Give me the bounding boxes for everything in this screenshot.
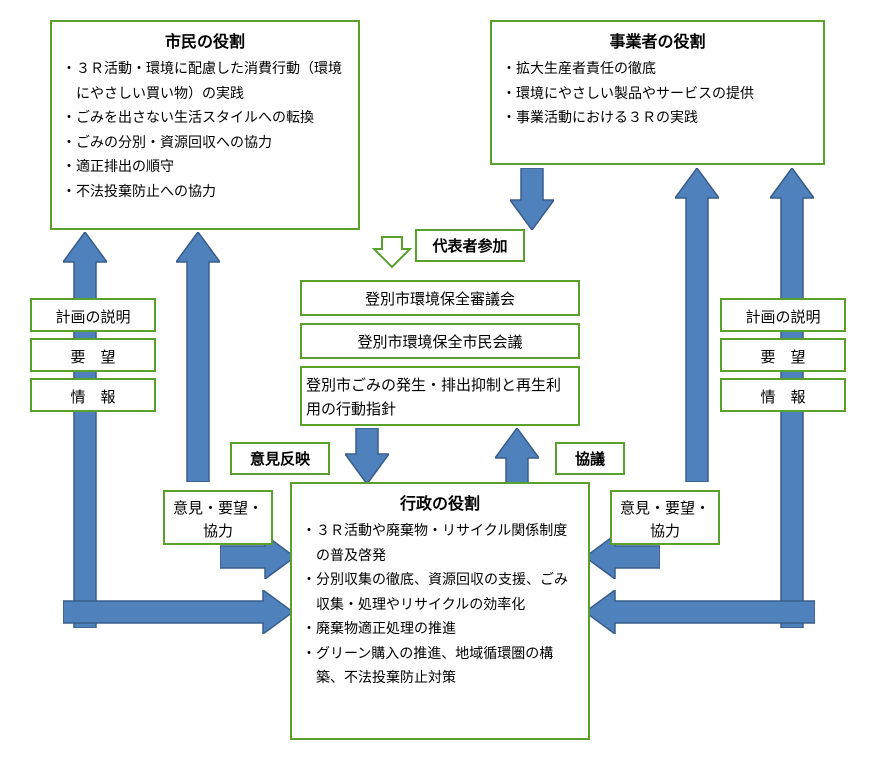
admin-item: ・３Ｒ活動や廃棄物・リサイクル関係制度の普及啓発 <box>302 518 578 567</box>
label-participate: 代表者参加 <box>415 229 525 262</box>
business-item: ・環境にやさしい製品やサービスの提供 <box>502 81 813 106</box>
opinion-right-box: 意見・要望・協力 <box>610 490 720 545</box>
citizen-item: ・ごみを出さない生活スタイルへの転換 <box>62 105 348 130</box>
center-box-3-text: 登別市ごみの発生・排出抑制と再生利用の行動指針 <box>306 377 561 418</box>
admin-item: ・廃棄物適正処理の推進 <box>302 616 578 641</box>
arrow-right-up <box>675 168 719 482</box>
left-box-plan: 計画の説明 <box>30 298 156 332</box>
citizen-item: ・３Ｒ活動・環境に配慮した消費行動（環境にやさしい買い物）の実践 <box>62 56 348 105</box>
arrow-bottom-right-to-admin <box>585 590 815 634</box>
admin-item: ・グリーン購入の推進、地域循環圏の構築、不法投棄防止対策 <box>302 641 578 690</box>
right-box-request: 要 望 <box>720 338 846 372</box>
arrow-discuss-up <box>495 428 539 484</box>
center-box-3: 登別市ごみの発生・排出抑制と再生利用の行動指針 <box>300 366 580 426</box>
citizen-item: ・ごみの分別・資源回収への協力 <box>62 130 348 155</box>
center-box-1: 登別市環境保全審議会 <box>300 280 580 316</box>
center-box-2-text: 登別市環境保全市民会議 <box>357 334 522 351</box>
citizen-item: ・適正排出の順守 <box>62 154 348 179</box>
business-box: 事業者の役割 ・拡大生産者責任の徹底 ・環境にやさしい製品やサービスの提供 ・事… <box>490 20 825 165</box>
label-discuss: 協議 <box>555 442 625 475</box>
center-box-2: 登別市環境保全市民会議 <box>300 323 580 359</box>
arrow-left-up-2 <box>176 232 220 482</box>
citizen-item: ・不法投棄防止への協力 <box>62 179 348 204</box>
arrow-reflect-down <box>345 428 389 484</box>
business-items: ・拡大生産者責任の徹底 ・環境にやさしい製品やサービスの提供 ・事業活動における… <box>502 56 813 130</box>
admin-box: 行政の役割 ・３Ｒ活動や廃棄物・リサイクル関係制度の普及啓発 ・分別収集の徹底、… <box>290 482 590 740</box>
arrow-business-down <box>510 168 554 230</box>
admin-item: ・分別収集の徹底、資源回収の支援、ごみ収集・処理やリサイクルの効率化 <box>302 567 578 616</box>
left-box-request: 要 望 <box>30 338 156 372</box>
citizen-items: ・３Ｒ活動・環境に配慮した消費行動（環境にやさしい買い物）の実践 ・ごみを出さな… <box>62 56 348 203</box>
left-box-info: 情 報 <box>30 378 156 412</box>
right-box-plan: 計画の説明 <box>720 298 846 332</box>
center-box-1-text: 登別市環境保全審議会 <box>365 291 515 308</box>
arrow-bottom-left-to-admin <box>63 590 293 634</box>
opinion-left-box: 意見・要望・協力 <box>163 490 273 545</box>
right-box-info: 情 報 <box>720 378 846 412</box>
label-reflect: 意見反映 <box>230 442 330 475</box>
arrow-participate-small <box>372 235 412 269</box>
arrow-left-up <box>63 232 107 628</box>
citizen-title: 市民の役割 <box>62 28 348 52</box>
admin-title: 行政の役割 <box>302 490 578 514</box>
business-item: ・事業活動における３Ｒの実践 <box>502 105 813 130</box>
admin-items: ・３Ｒ活動や廃棄物・リサイクル関係制度の普及啓発 ・分別収集の徹底、資源回収の支… <box>302 518 578 690</box>
business-item: ・拡大生産者責任の徹底 <box>502 56 813 81</box>
citizen-box: 市民の役割 ・３Ｒ活動・環境に配慮した消費行動（環境にやさしい買い物）の実践 ・… <box>50 20 360 230</box>
business-title: 事業者の役割 <box>502 28 813 52</box>
